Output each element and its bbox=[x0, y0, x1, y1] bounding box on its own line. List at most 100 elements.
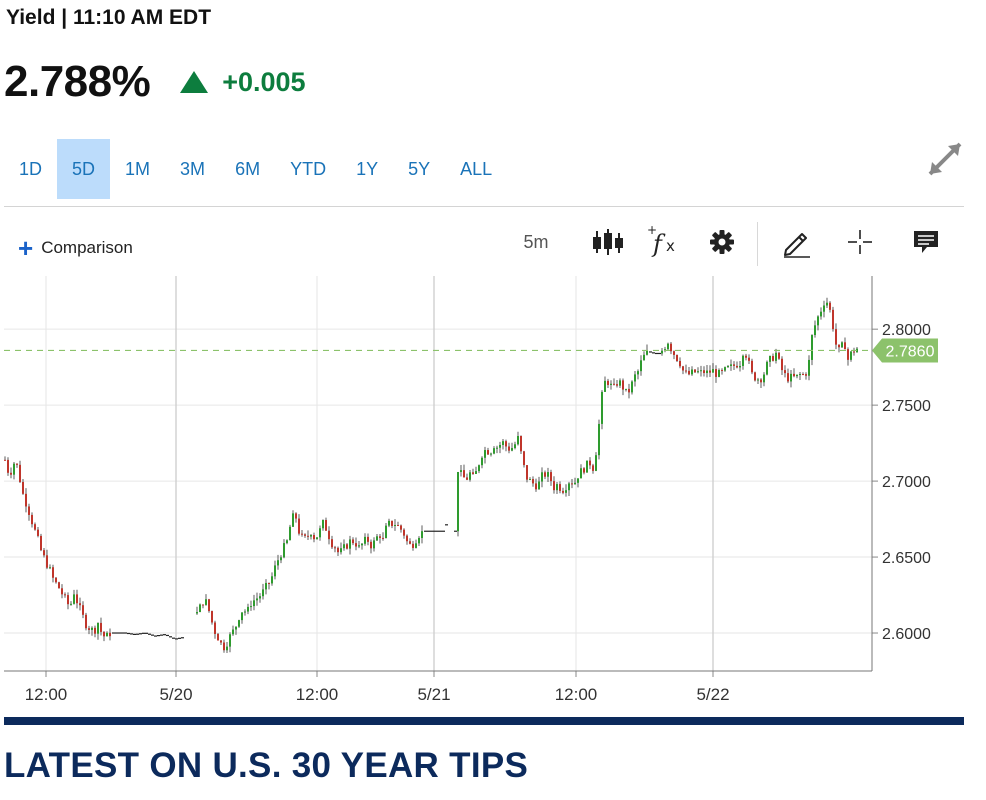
candle-up bbox=[292, 513, 294, 527]
candle-up bbox=[49, 567, 51, 569]
range-tab-5y[interactable]: 5Y bbox=[408, 159, 431, 179]
candle-up bbox=[604, 380, 606, 392]
toolbar-separator bbox=[757, 222, 758, 266]
candle-up bbox=[289, 526, 291, 541]
candlestick-icon[interactable] bbox=[590, 224, 626, 260]
yield-chart[interactable]: 2.8000 2.7500 2.7000 2.6500 2.6000 12:00 5/20 1… bbox=[0, 270, 986, 710]
candle-down bbox=[382, 537, 384, 539]
candle-up bbox=[574, 482, 576, 485]
candle-down bbox=[520, 436, 522, 452]
candle-down bbox=[217, 633, 219, 641]
candle-down bbox=[853, 351, 855, 353]
candle-up bbox=[364, 536, 366, 544]
crosshair-icon[interactable] bbox=[842, 224, 878, 260]
y-tick-label: 2.8000 bbox=[882, 322, 931, 339]
candle-down bbox=[472, 472, 474, 474]
candle-up bbox=[577, 478, 579, 483]
candle-down bbox=[688, 370, 690, 375]
candle-down bbox=[7, 459, 9, 473]
candle-up bbox=[811, 335, 813, 360]
candle-up bbox=[319, 528, 321, 538]
candle-down bbox=[19, 464, 21, 482]
candle-up bbox=[625, 388, 627, 390]
price-change: +0.005 bbox=[222, 66, 306, 97]
candle-down bbox=[709, 370, 711, 373]
candle-down bbox=[412, 543, 414, 548]
candle-up bbox=[739, 365, 741, 368]
candle-up bbox=[475, 471, 477, 474]
candle-down bbox=[673, 351, 675, 355]
range-tab-3m[interactable]: 3M bbox=[180, 159, 206, 179]
x-tick-label: 12:00 bbox=[25, 685, 68, 704]
range-tab-ytd[interactable]: YTD bbox=[290, 159, 327, 179]
candle-up bbox=[586, 460, 588, 473]
candle-down bbox=[367, 536, 369, 542]
candle-down bbox=[553, 481, 555, 491]
candle-up bbox=[394, 525, 396, 527]
candle-down bbox=[751, 360, 753, 373]
candle-up bbox=[274, 565, 276, 577]
candle-up bbox=[814, 325, 816, 336]
candle-down bbox=[82, 605, 84, 615]
pencil-icon[interactable] bbox=[778, 224, 814, 260]
candle-down bbox=[721, 369, 723, 371]
range-tab-1m[interactable]: 1M bbox=[125, 159, 151, 179]
candle-down bbox=[526, 465, 528, 480]
range-tab-1y[interactable]: 1Y bbox=[356, 159, 379, 179]
candle-up bbox=[823, 305, 825, 312]
candle-down bbox=[391, 520, 393, 526]
candle-down bbox=[79, 603, 81, 606]
candle-down bbox=[397, 525, 399, 527]
candle-up bbox=[775, 352, 777, 361]
candle-down bbox=[100, 622, 102, 632]
candle-down bbox=[268, 582, 270, 584]
candle-down bbox=[88, 628, 90, 630]
candle-up bbox=[565, 490, 567, 493]
function-icon[interactable]: + f x bbox=[646, 224, 682, 260]
candle-down bbox=[676, 354, 678, 361]
candle-up bbox=[418, 538, 420, 544]
candle-up bbox=[499, 444, 501, 448]
candle-up bbox=[226, 646, 228, 651]
candle-down bbox=[370, 541, 372, 549]
candle-down bbox=[25, 493, 27, 507]
candle-up bbox=[97, 622, 99, 634]
candle-down bbox=[220, 640, 222, 643]
interval-selector[interactable]: 5m bbox=[523, 231, 549, 252]
candle-up bbox=[742, 355, 744, 366]
expand-icon[interactable] bbox=[926, 140, 964, 178]
candle-down bbox=[685, 370, 687, 372]
candle-up bbox=[373, 540, 375, 549]
candle-up bbox=[820, 311, 822, 317]
candle-down bbox=[589, 460, 591, 466]
candle-down bbox=[211, 611, 213, 623]
candle-up bbox=[529, 479, 531, 481]
candle-up bbox=[343, 544, 345, 549]
range-tab-all[interactable]: ALL bbox=[460, 159, 493, 179]
candle-down bbox=[778, 352, 780, 359]
candle-up bbox=[238, 620, 240, 627]
candle-up bbox=[478, 465, 480, 472]
candle-down bbox=[64, 594, 66, 596]
candle-up bbox=[769, 356, 771, 362]
candle-up bbox=[697, 371, 699, 373]
candle-down bbox=[583, 468, 585, 473]
candle-down bbox=[670, 343, 672, 352]
candle-down bbox=[352, 539, 354, 544]
comment-icon[interactable] bbox=[908, 224, 944, 260]
candle-down bbox=[202, 604, 204, 606]
range-tab-6m[interactable]: 6M bbox=[235, 159, 261, 179]
candle-up bbox=[91, 627, 93, 630]
gear-icon[interactable] bbox=[704, 224, 740, 260]
range-tab-5d[interactable]: 5D bbox=[57, 139, 111, 199]
candle-down bbox=[844, 342, 846, 350]
comparison-button[interactable]: + Comparison bbox=[18, 235, 133, 261]
section-divider bbox=[4, 717, 964, 725]
candle-up bbox=[661, 350, 663, 354]
candle-down bbox=[829, 302, 831, 310]
comparison-label: Comparison bbox=[41, 238, 133, 257]
candle-down bbox=[703, 370, 705, 374]
candle-down bbox=[682, 366, 684, 371]
range-tab-1d[interactable]: 1D bbox=[19, 159, 43, 179]
candle-down bbox=[733, 364, 735, 366]
